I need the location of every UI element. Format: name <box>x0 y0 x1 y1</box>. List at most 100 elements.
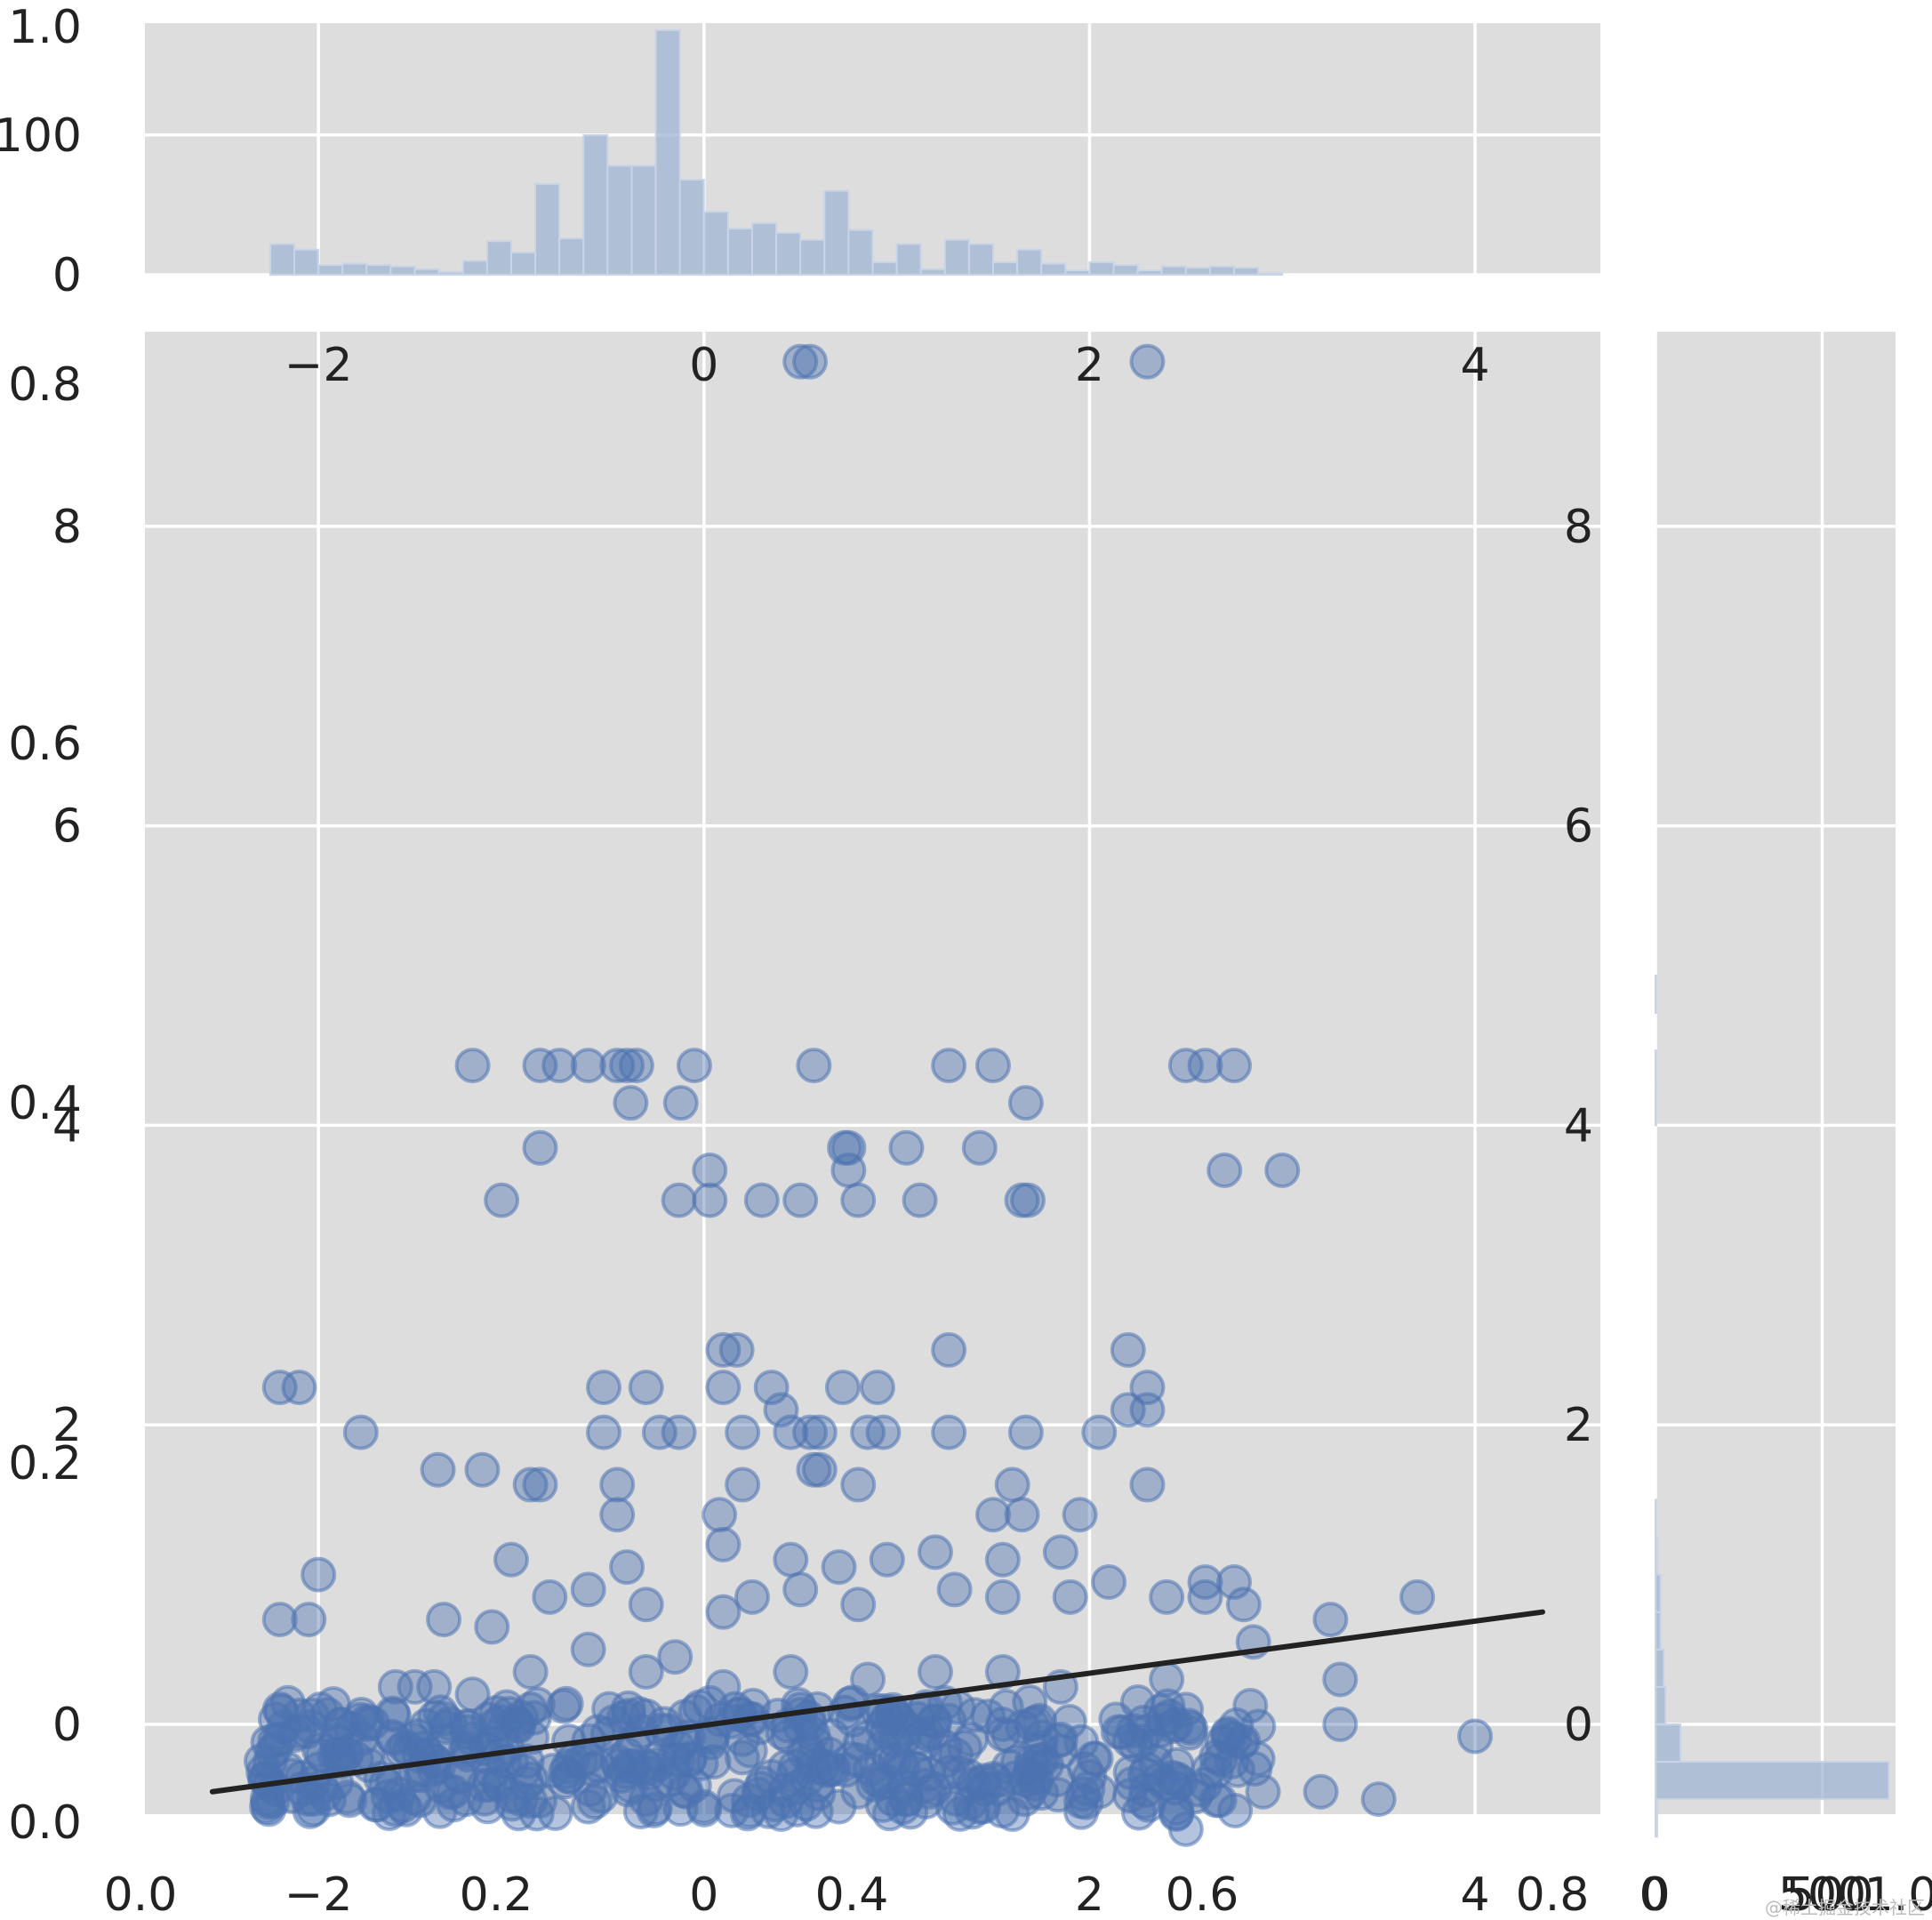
main-x-tick-labels: −2 0 2 4 <box>285 1868 1490 1920</box>
main-y-tick-labels-left: 0 2 4 6 8 <box>52 501 82 1752</box>
scatter-point <box>570 1631 606 1667</box>
scatter-point <box>840 1587 877 1623</box>
scatter-point <box>301 1731 338 1768</box>
right-x-tick-label: 500 <box>1778 1868 1866 1920</box>
scatter-point <box>586 1414 622 1450</box>
scatter-point <box>292 1793 328 1829</box>
top-hist-bar <box>750 221 778 276</box>
scatter-point <box>931 1048 967 1084</box>
scatter-point <box>420 1451 456 1488</box>
scatter-point <box>1010 1182 1046 1218</box>
scatter-point <box>917 1654 953 1691</box>
right-hist-bar <box>1655 1723 1682 1763</box>
scatter-point <box>975 1497 1012 1533</box>
scatter-point <box>988 1689 1024 1725</box>
scatter-point <box>1225 1587 1262 1623</box>
right-hist-bar <box>1655 1648 1665 1688</box>
top-hist-bar <box>606 165 633 276</box>
top-hist-bar <box>389 265 416 277</box>
overlay-right-tick: 0 <box>1639 1868 1668 1920</box>
top-hist-bar <box>269 243 296 276</box>
scatter-point <box>1007 1085 1044 1121</box>
scatter-point <box>725 1414 761 1450</box>
scatter-point <box>886 1768 923 1804</box>
scatter-point <box>599 1466 636 1503</box>
overlay-left-ticks: 0.0 0.2 0.4 0.6 0.8 1.0 <box>8 1 82 1850</box>
top-hist-bar <box>678 179 705 276</box>
scatter-point <box>1187 1579 1223 1615</box>
scatter-point <box>830 1152 867 1188</box>
scatter-point <box>824 1370 861 1406</box>
scatter-point <box>1081 1773 1118 1810</box>
scatter-point <box>773 1541 809 1578</box>
scatter-point <box>1216 1048 1253 1084</box>
main-y-tick-label: 2 <box>52 1399 82 1452</box>
scatter-point <box>821 1549 857 1586</box>
scatter-point <box>1210 1715 1247 1752</box>
scatter-point <box>628 1587 664 1623</box>
overlay-bottom-tick: 0.4 <box>815 1868 889 1920</box>
top-hist-bar <box>365 263 392 277</box>
watermark: @稀土掘金技术社区 <box>1765 1897 1925 1918</box>
scatter-point <box>251 1791 287 1828</box>
scatter-point <box>464 1451 501 1488</box>
scatter-point <box>493 1778 530 1814</box>
scatter-point <box>1322 1706 1359 1742</box>
right-marginal-x-tick-labels: 0 500 <box>1640 1868 1866 1920</box>
top-hist-bar <box>558 237 585 276</box>
scatter-point <box>1170 1707 1206 1744</box>
scatter-point <box>773 1414 809 1450</box>
scatter-point <box>1149 1579 1185 1615</box>
regression-line <box>209 1609 1545 1795</box>
top-x-tick-labels: −2 0 2 4 <box>285 339 1490 392</box>
scatter-point <box>1129 1392 1166 1428</box>
scatter-point <box>301 1556 337 1593</box>
main-y-tick-label-right: 6 <box>1564 800 1593 854</box>
top-hist-bar <box>1233 267 1260 276</box>
scatter-point <box>484 1182 520 1218</box>
scatter-point <box>1167 1048 1204 1084</box>
main-y-tick-label-right: 8 <box>1564 501 1593 554</box>
overlay-right-tick: 500 <box>1785 1868 1873 1920</box>
top-hist-bar <box>1257 272 1284 276</box>
top-hist-bar <box>485 240 512 276</box>
scatter-point <box>961 1129 998 1166</box>
scatter-point <box>613 1768 649 1804</box>
scatter-point <box>893 1794 929 1830</box>
scatter-point <box>541 1048 578 1084</box>
scatter-point <box>599 1048 636 1084</box>
right-hist-bar <box>1655 1049 1657 1089</box>
scatter-point <box>493 1541 529 1578</box>
scatter-point <box>734 1579 770 1615</box>
scatter-point <box>1264 1152 1301 1188</box>
scatter-point <box>662 1085 699 1121</box>
top-y-tick-label: 0 <box>52 249 82 302</box>
overlay-left-tick: 0.4 <box>8 1077 82 1130</box>
scatter-point <box>512 1466 549 1503</box>
scatter-point <box>1091 1564 1127 1601</box>
scatter-point <box>570 1571 606 1608</box>
scatter-point <box>641 1414 677 1450</box>
scatter-point <box>1162 1763 1198 1800</box>
scatter-point <box>522 1048 558 1084</box>
top-hist-bar <box>509 251 537 277</box>
scatter-point <box>532 1579 568 1615</box>
scatter-point <box>1124 1723 1160 1759</box>
scatter-points <box>243 343 1494 1847</box>
top-hist-bar <box>1040 262 1067 276</box>
right-hist-bar <box>1655 1573 1662 1613</box>
scatter-point <box>628 1654 664 1691</box>
top-hist-bar <box>654 28 681 276</box>
scatter-point <box>454 1048 491 1084</box>
main-y-tick-label-right: 0 <box>1564 1699 1593 1752</box>
scatter-point <box>261 1370 298 1406</box>
overlay-bottom-ticks: 0.0 0.2 0.4 0.6 0.8 <box>104 1868 1590 1920</box>
top-hist-bar <box>437 270 464 277</box>
overlay-left-tick: 0.0 <box>8 1796 82 1850</box>
top-x-tick-label: 4 <box>1461 339 1490 392</box>
scatter-point <box>385 1787 421 1824</box>
scatter-point <box>865 1414 902 1450</box>
main-x-tick-label: −2 <box>285 1868 353 1920</box>
scatter-point <box>661 1414 697 1450</box>
